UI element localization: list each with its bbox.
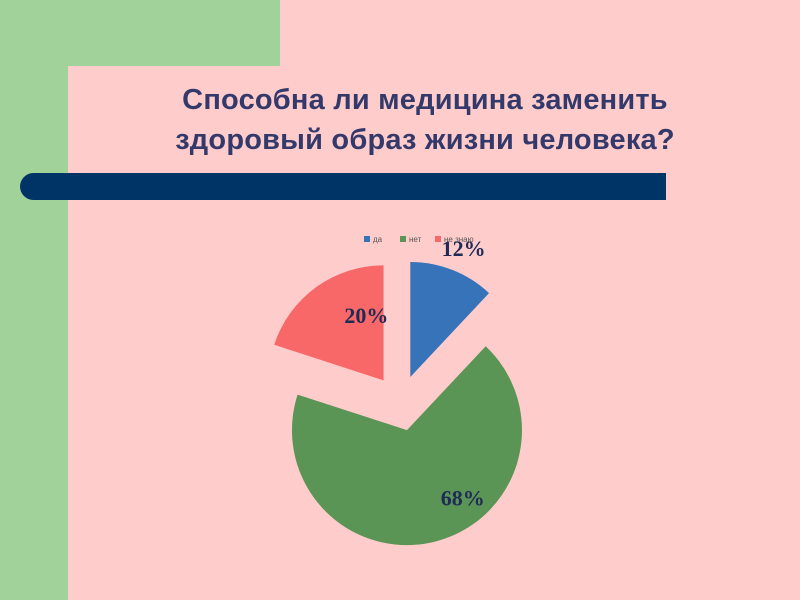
slide-title-line-2: здоровый образ жизни человека? bbox=[175, 124, 675, 156]
legend-label-3: не знаю bbox=[444, 235, 474, 244]
pie-label-1: 12% bbox=[442, 236, 486, 261]
pie-label-3: 20% bbox=[344, 303, 388, 328]
pie-labels: 12% 68% 20% bbox=[344, 236, 485, 510]
top-corner-band bbox=[0, 0, 280, 66]
legend-swatch-1 bbox=[364, 236, 370, 242]
pie-label-2: 68% bbox=[441, 485, 485, 510]
pie-slice-2 bbox=[291, 346, 522, 546]
legend-label-1: да bbox=[373, 235, 383, 244]
legend-swatch-3 bbox=[435, 236, 441, 242]
side-band bbox=[0, 0, 68, 600]
pie-slice-3 bbox=[274, 265, 384, 381]
pie-slices bbox=[274, 261, 522, 546]
title-divider-bar bbox=[20, 173, 666, 200]
slide-title-line-1: Способна ли медицина заменить bbox=[182, 84, 668, 116]
legend-label-2: нет bbox=[409, 235, 422, 244]
pie-slice-1 bbox=[410, 261, 490, 377]
slide-title: Способна ли медицина заменить здоровый о… bbox=[100, 80, 750, 160]
legend-swatch-2 bbox=[400, 236, 406, 242]
chart-legend: да нет не знаю bbox=[364, 235, 474, 244]
